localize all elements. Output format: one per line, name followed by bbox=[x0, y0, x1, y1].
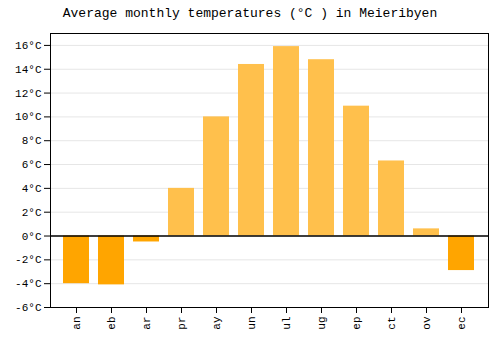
svg-text:eb: eb bbox=[106, 317, 118, 330]
svg-text:4°C: 4°C bbox=[22, 183, 42, 195]
svg-text:ov: ov bbox=[421, 316, 433, 330]
svg-text:12°C: 12°C bbox=[15, 88, 42, 100]
html-text:Average monthly temperatures (: Average monthly temperatures (°C ) in Me… bbox=[62, 6, 438, 21]
svg-text:ec: ec bbox=[456, 317, 468, 330]
svg-text:ep: ep bbox=[351, 317, 363, 330]
svg-text:14°C: 14°C bbox=[15, 64, 42, 76]
svg-text:-4°C: -4°C bbox=[15, 278, 42, 290]
svg-text:ct: ct bbox=[386, 317, 398, 330]
svg-text:un: un bbox=[246, 317, 258, 330]
svg-text:8°C: 8°C bbox=[22, 135, 42, 147]
svg-text:0°C: 0°C bbox=[22, 231, 42, 243]
svg-text:ug: ug bbox=[316, 317, 328, 330]
svg-text:-2°C: -2°C bbox=[15, 254, 42, 266]
svg-text:-6°C: -6°C bbox=[15, 302, 42, 314]
svg-text:2°C: 2°C bbox=[22, 207, 42, 219]
svg-text:10°C: 10°C bbox=[15, 111, 42, 123]
svg-text:16°C: 16°C bbox=[15, 40, 42, 52]
svg-text:ar: ar bbox=[141, 317, 153, 330]
svg-text:an: an bbox=[71, 317, 83, 330]
svg-text:ay: ay bbox=[211, 316, 223, 330]
svg-text:pr: pr bbox=[176, 317, 188, 330]
svg-text:6°C: 6°C bbox=[22, 159, 42, 171]
svg-text:ul: ul bbox=[281, 317, 293, 330]
